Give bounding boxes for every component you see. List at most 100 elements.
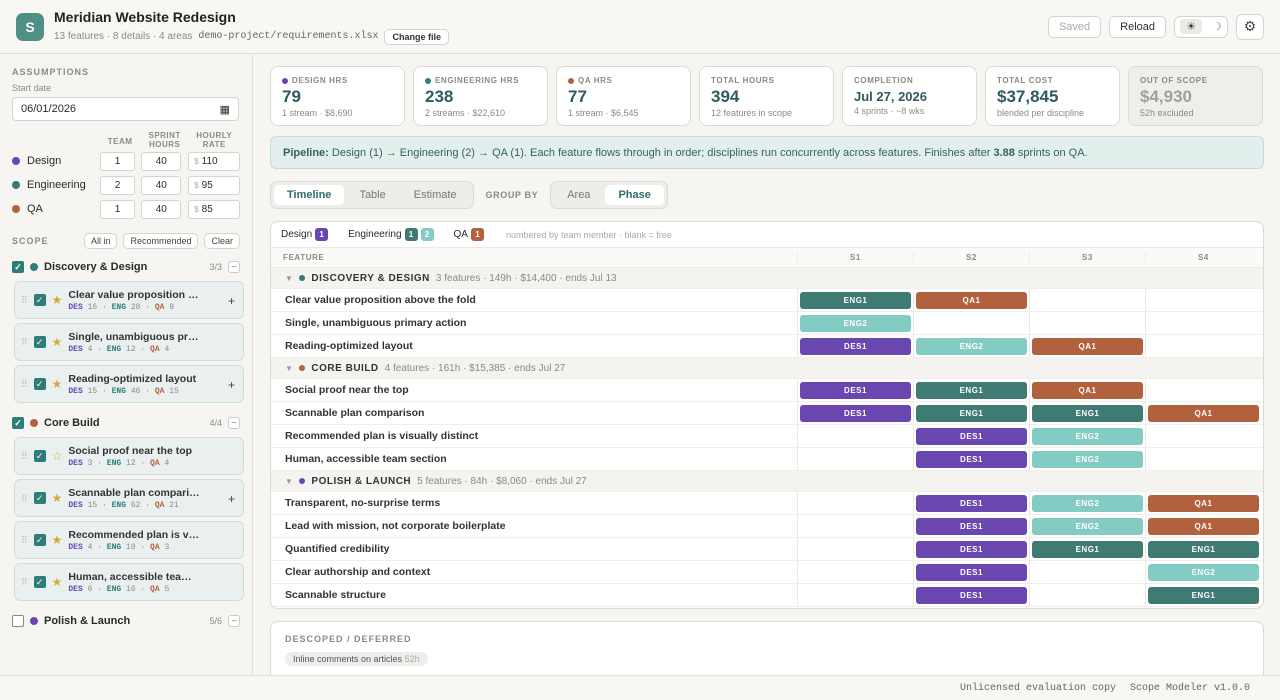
calendar-icon[interactable]: ▦ (219, 103, 230, 116)
hourly-rate-input[interactable]: $95 (188, 175, 240, 195)
caret-down-icon[interactable]: ▼ (285, 273, 294, 283)
feature-checkbox[interactable]: ✓ (33, 576, 46, 588)
assignment-bar[interactable]: DES1 (800, 381, 911, 399)
clear-button[interactable]: Clear (204, 233, 240, 249)
star-icon[interactable]: ★ (51, 335, 63, 349)
team-input[interactable]: 1 (99, 199, 136, 219)
drag-handle-icon[interactable]: ⠿ (21, 450, 28, 461)
start-date-input[interactable]: 06/01/2026 ▦ (12, 97, 239, 121)
assignment-bar[interactable]: ENG1 (800, 291, 911, 309)
star-icon[interactable]: ★ (51, 293, 63, 307)
recommended-button[interactable]: Recommended (123, 233, 199, 249)
feature-card[interactable]: ⠿ ✓ ★ Single, unambiguous primary a...DES 4… (14, 323, 244, 361)
caret-down-icon[interactable]: ▼ (285, 476, 294, 486)
assignment-bar[interactable]: ENG1 (916, 404, 1027, 422)
gantt-row[interactable]: Clear authorship and context DES1 ENG2 (271, 560, 1263, 584)
assignment-bar[interactable]: DES1 (916, 427, 1027, 445)
assignment-bar[interactable]: ENG2 (1032, 450, 1143, 468)
gantt-group-row[interactable]: ▼ DISCOVERY & DESIGN 3 features · 149h · $… (271, 268, 1263, 289)
assignment-bar[interactable]: QA1 (916, 291, 1027, 309)
group-by-phase[interactable]: Phase (605, 185, 664, 205)
assignment-bar[interactable]: DES1 (800, 404, 911, 422)
change-file-button[interactable]: Change file (384, 28, 449, 45)
feature-checkbox[interactable]: ✓ (33, 450, 46, 462)
assignment-bar[interactable]: ENG2 (1032, 517, 1143, 535)
drag-handle-icon[interactable]: ⠿ (21, 294, 28, 305)
assignment-bar[interactable]: DES1 (916, 540, 1027, 558)
star-icon[interactable]: ☆ (51, 449, 63, 463)
descoped-chip[interactable]: Inline comments on articles 52h (285, 652, 428, 666)
gear-icon[interactable]: ⚙ (1236, 13, 1264, 40)
caret-down-icon[interactable]: ▼ (285, 363, 294, 373)
theme-toggle[interactable]: ☀ ☽ (1174, 15, 1228, 38)
group-checkbox[interactable] (12, 615, 24, 627)
assignment-bar[interactable]: QA1 (1148, 517, 1259, 535)
tab-estimate[interactable]: Estimate (413, 189, 457, 201)
assignment-bar[interactable]: ENG1 (1148, 586, 1259, 604)
assignment-bar[interactable]: ENG1 (1032, 540, 1143, 558)
star-icon[interactable]: ★ (51, 575, 63, 589)
add-icon[interactable]: + (227, 492, 235, 506)
assignment-bar[interactable]: ENG1 (1148, 540, 1259, 558)
team-input[interactable]: 2 (99, 175, 136, 195)
assignment-bar[interactable]: DES1 (916, 563, 1027, 581)
group-checkbox[interactable]: ✓ (12, 261, 24, 273)
gantt-row[interactable]: Recommended plan is visually distinct DES… (271, 424, 1263, 448)
assignment-bar[interactable]: DES1 (916, 494, 1027, 512)
all-in-button[interactable]: All in (83, 233, 118, 249)
feature-card[interactable]: ⠿ ✓ ★ Recommended plan is visually ...DES 4… (14, 521, 244, 559)
assignment-bar[interactable]: QA1 (1032, 337, 1143, 355)
feature-checkbox[interactable]: ✓ (33, 534, 46, 546)
team-input[interactable]: 1 (99, 151, 136, 171)
collapse-icon[interactable]: − (228, 615, 240, 627)
sun-icon[interactable]: ☀ (1180, 19, 1202, 34)
moon-icon[interactable]: ☽ (1212, 21, 1222, 33)
feature-card[interactable]: ⠿ ✓ ★ Scannable plan comparison DES 15 · ENG… (14, 479, 244, 517)
feature-checkbox[interactable]: ✓ (33, 492, 46, 504)
assignment-bar[interactable]: ENG2 (1032, 427, 1143, 445)
feature-card[interactable]: ⠿ ✓ ☆ Social proof near the top DES 3 · ENG … (14, 437, 244, 475)
gantt-row[interactable]: Scannable structure DES1 ENG1 (271, 583, 1263, 607)
sprint-hours-input[interactable]: 40 (141, 151, 182, 171)
star-icon[interactable]: ★ (51, 533, 63, 547)
hourly-rate-input[interactable]: $85 (188, 199, 240, 219)
hourly-rate-input[interactable]: $110 (188, 151, 240, 171)
assignment-bar[interactable]: QA1 (1032, 381, 1143, 399)
tab-table[interactable]: Table (359, 189, 386, 201)
assignment-bar[interactable]: ENG1 (916, 381, 1027, 399)
gantt-row[interactable]: Human, accessible team section DES1 ENG2 (271, 447, 1263, 471)
drag-handle-icon[interactable]: ⠿ (21, 336, 28, 347)
collapse-icon[interactable]: − (228, 417, 240, 429)
star-icon[interactable]: ★ (51, 491, 63, 505)
assignment-bar[interactable]: ENG2 (1148, 563, 1259, 581)
assignment-bar[interactable]: DES1 (916, 586, 1027, 604)
drag-handle-icon[interactable]: ⠿ (21, 534, 28, 545)
sprint-hours-input[interactable]: 40 (141, 175, 182, 195)
feature-checkbox[interactable]: ✓ (33, 294, 46, 306)
add-icon[interactable]: + (227, 378, 235, 392)
gantt-group-row[interactable]: ▼ POLISH & LAUNCH 5 features · 84h · $8,06… (271, 471, 1263, 492)
group-by-area[interactable]: Area (567, 189, 591, 201)
scope-group[interactable]: ✓ Core Build 4/4− (12, 413, 240, 433)
gantt-row[interactable]: Clear value proposition above the fold EN… (271, 288, 1263, 312)
add-icon[interactable]: + (227, 294, 235, 308)
feature-checkbox[interactable]: ✓ (33, 378, 46, 390)
drag-handle-icon[interactable]: ⠿ (21, 576, 28, 587)
gantt-row[interactable]: Transparent, no-surprise terms DES1 ENG2 QA… (271, 491, 1263, 515)
scope-group[interactable]: Polish & Launch 5/6− (12, 611, 240, 631)
gantt-row[interactable]: Lead with mission, not corporate boilerp… (271, 514, 1263, 538)
drag-handle-icon[interactable]: ⠿ (21, 378, 28, 389)
assignment-bar[interactable]: ENG2 (1032, 494, 1143, 512)
feature-checkbox[interactable]: ✓ (33, 336, 46, 348)
gantt-row[interactable]: Reading-optimized layout DES1 ENG2 QA1 (271, 334, 1263, 358)
sprint-hours-input[interactable]: 40 (141, 199, 182, 219)
feature-card[interactable]: ⠿ ✓ ★ Clear value proposition ab... DES 16 ·… (14, 281, 244, 319)
assignment-bar[interactable]: ENG1 (1032, 404, 1143, 422)
assignment-bar[interactable]: DES1 (916, 517, 1027, 535)
group-checkbox[interactable]: ✓ (12, 417, 24, 429)
gantt-row[interactable]: Scannable plan comparison DES1 ENG1 ENG1 QA1 (271, 401, 1263, 425)
gantt-row[interactable]: Social proof near the top DES1 ENG1 QA1 (271, 378, 1263, 402)
assignment-bar[interactable]: QA1 (1148, 404, 1259, 422)
feature-card[interactable]: ⠿ ✓ ★ Reading-optimized layout DES 15 · ENG … (14, 365, 244, 403)
